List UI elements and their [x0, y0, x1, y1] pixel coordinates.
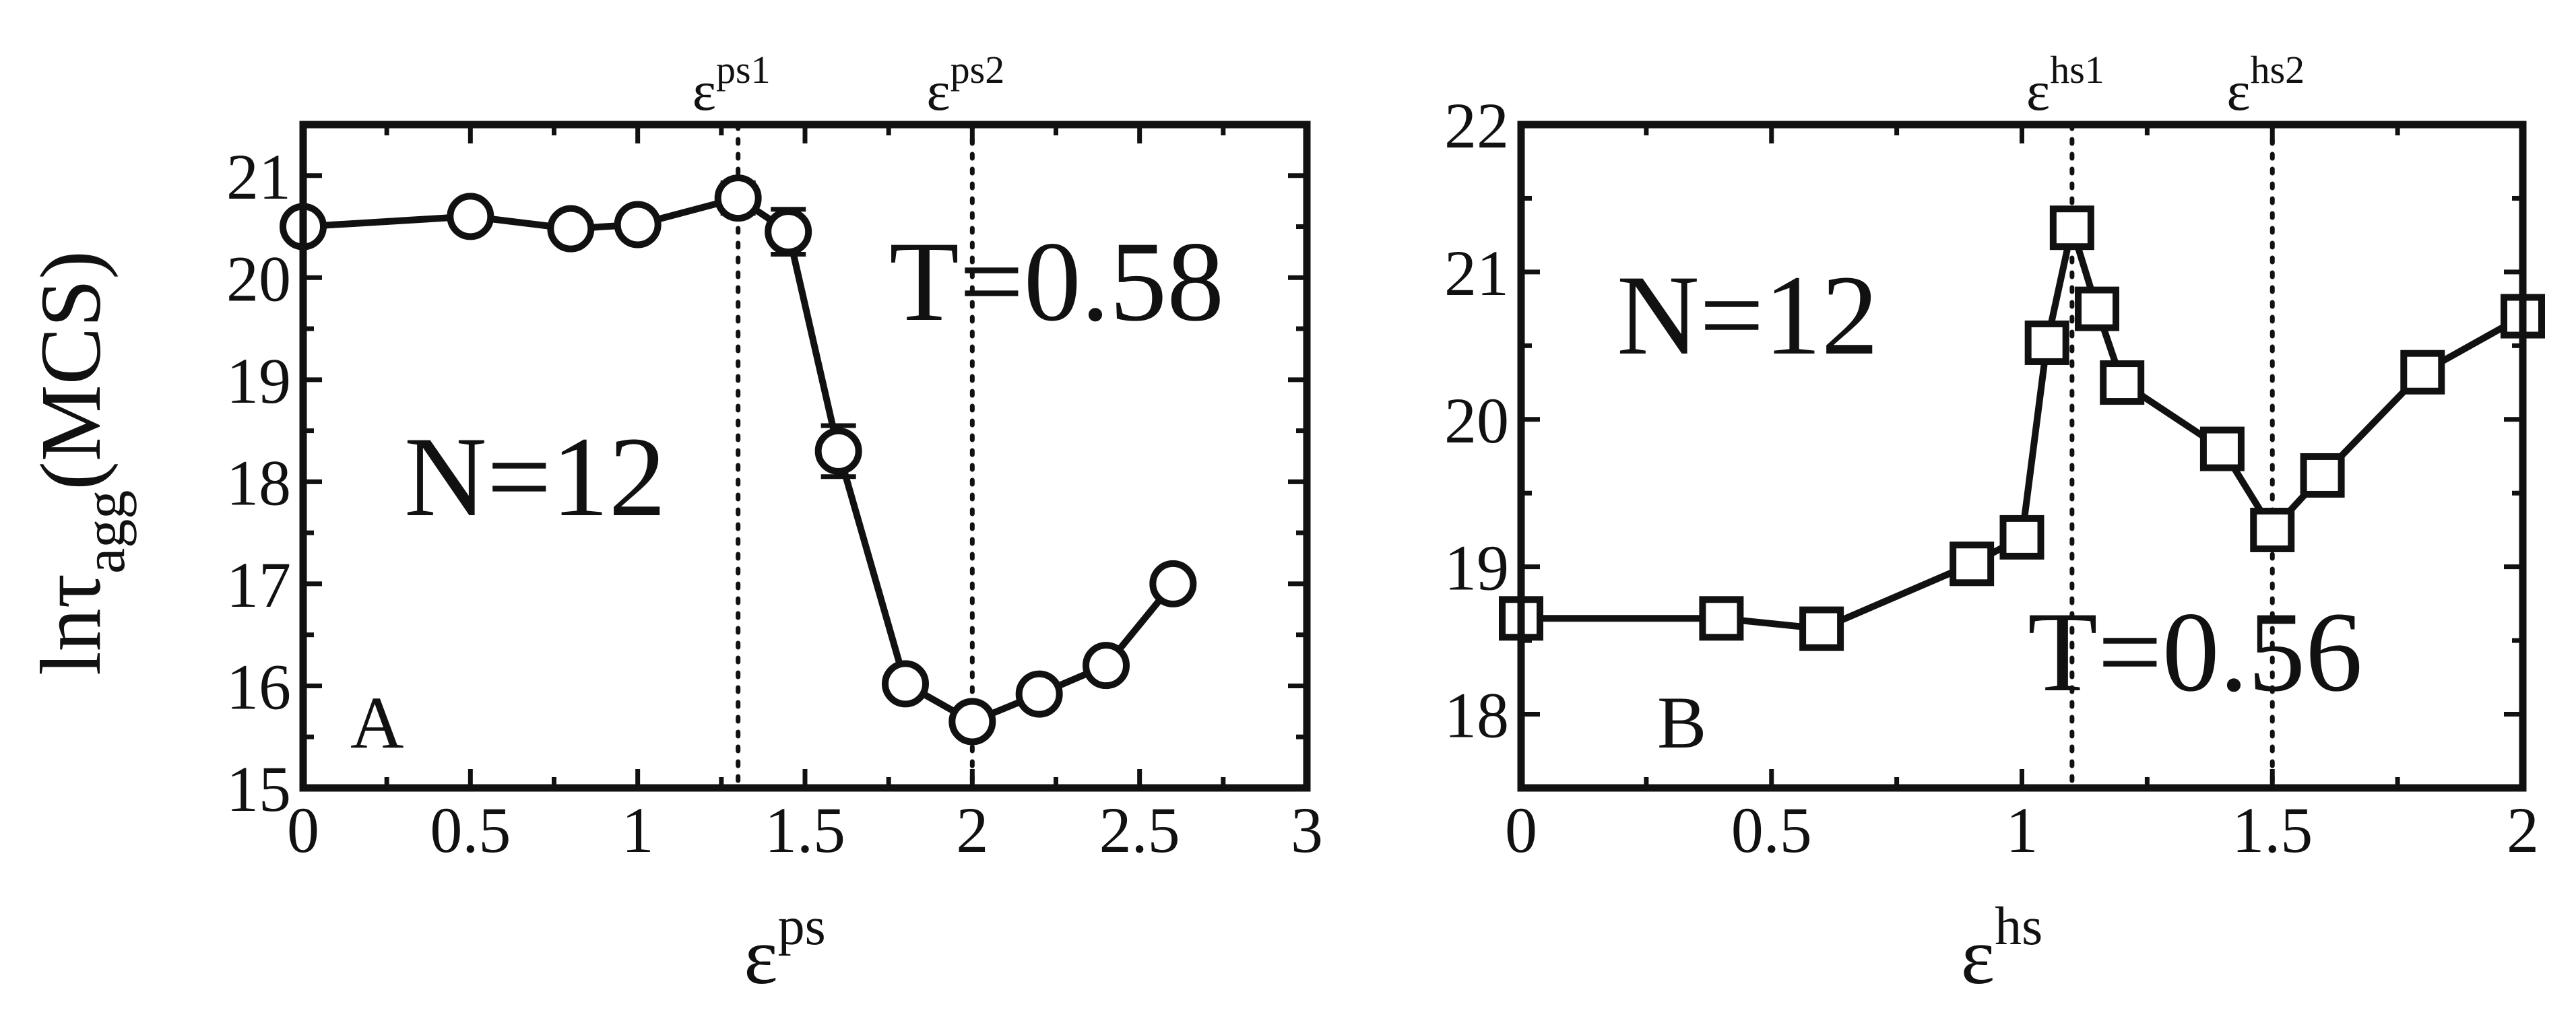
y-tick-label: 15 — [226, 753, 291, 825]
reference-line-label: εhs2 — [2226, 48, 2305, 123]
x-tick-label: 0.5 — [430, 794, 511, 866]
x-axis-label: εhs — [1961, 897, 2043, 1001]
x-tick-label: 2 — [956, 794, 988, 866]
x-axis-symbol: ε — [744, 911, 777, 1001]
data-point — [2024, 320, 2069, 365]
y-tick-label: 20 — [226, 242, 291, 314]
annotation-temperature: T=0.58 — [889, 218, 1224, 345]
plot-frame — [299, 121, 1311, 792]
data-point — [1083, 642, 1130, 690]
y-tick-label: 21 — [1444, 237, 1509, 309]
data-point — [1015, 670, 1063, 718]
y-axis-symbol: lnτ — [23, 574, 119, 675]
y-tick-label: 20 — [1444, 385, 1509, 457]
data-point — [1699, 596, 1744, 641]
annotation-n: N=12 — [404, 413, 666, 540]
data-point — [2400, 350, 2445, 395]
x-tick-label: 3 — [1291, 794, 1323, 866]
data-point — [2049, 205, 2094, 251]
data-point — [882, 660, 929, 708]
reference-line-label: εps2 — [926, 48, 1004, 123]
data-point — [1950, 541, 1995, 587]
y-tick-label: 19 — [1444, 532, 1509, 604]
data-point — [614, 201, 662, 249]
y-axis-unit: (MCS) — [23, 251, 119, 490]
data-point — [714, 174, 762, 222]
x-tick-label: 2 — [2507, 794, 2539, 866]
x-tick-label: 0 — [287, 794, 319, 866]
data-point — [948, 698, 996, 746]
data-point — [814, 427, 862, 475]
y-tick-label: 16 — [226, 651, 291, 723]
y-tick-label: 17 — [226, 549, 291, 621]
annotation-n: N=12 — [1617, 252, 1879, 378]
y-tick-label: 19 — [226, 345, 291, 417]
data-point — [765, 208, 812, 256]
reference-line-superscript: hs1 — [2050, 48, 2104, 92]
y-tick-label: 18 — [1444, 680, 1509, 752]
x-axis-label: εps — [744, 897, 826, 1001]
reference-line-superscript: hs2 — [2251, 48, 2305, 92]
data-point — [1999, 515, 2044, 560]
y-tick-label: 18 — [226, 446, 291, 519]
data-point — [2199, 426, 2245, 471]
x-tick-label: 1 — [622, 794, 654, 866]
data-point — [2300, 453, 2345, 498]
reference-line-symbol: ε — [693, 60, 716, 123]
x-axis-symbol: ε — [1961, 911, 1995, 1001]
reference-line-symbol: ε — [926, 60, 950, 123]
x-axis-superscript: ps — [778, 897, 826, 956]
data-point — [1149, 560, 1197, 607]
data-point — [2250, 507, 2295, 552]
y-tick-label: 21 — [226, 141, 291, 213]
y-axis-subscript: agg — [72, 490, 137, 574]
data-point — [1799, 606, 1844, 651]
x-tick-label: 1.5 — [2232, 794, 2313, 866]
panel-label: B — [1657, 682, 1706, 764]
data-point — [547, 205, 595, 253]
x-tick-label: 1 — [2006, 794, 2038, 866]
data-point — [447, 193, 494, 240]
annotation-temperature: T=0.56 — [2028, 589, 2362, 715]
x-tick-label: 1.5 — [765, 794, 845, 866]
panel-label: A — [350, 682, 404, 764]
y-tick-label: 22 — [1444, 90, 1509, 162]
x-tick-label: 2.5 — [1099, 794, 1180, 866]
reference-line-superscript: ps2 — [951, 48, 1005, 92]
reference-line-label: εhs1 — [2026, 48, 2104, 123]
reference-line-symbol: ε — [2226, 60, 2250, 123]
x-tick-label: 0.5 — [1731, 794, 1812, 866]
reference-line-superscript: ps1 — [716, 48, 771, 92]
x-axis-superscript: hs — [1995, 897, 2042, 956]
reference-line-label: εps1 — [693, 48, 771, 123]
data-point — [2075, 286, 2120, 331]
plot-frame — [1517, 121, 2527, 792]
reference-line-symbol: ε — [2026, 60, 2050, 123]
y-axis-label: lnτagg(MCS) — [23, 251, 137, 675]
data-point — [2100, 360, 2145, 405]
x-tick-label: 0 — [1505, 794, 1537, 866]
